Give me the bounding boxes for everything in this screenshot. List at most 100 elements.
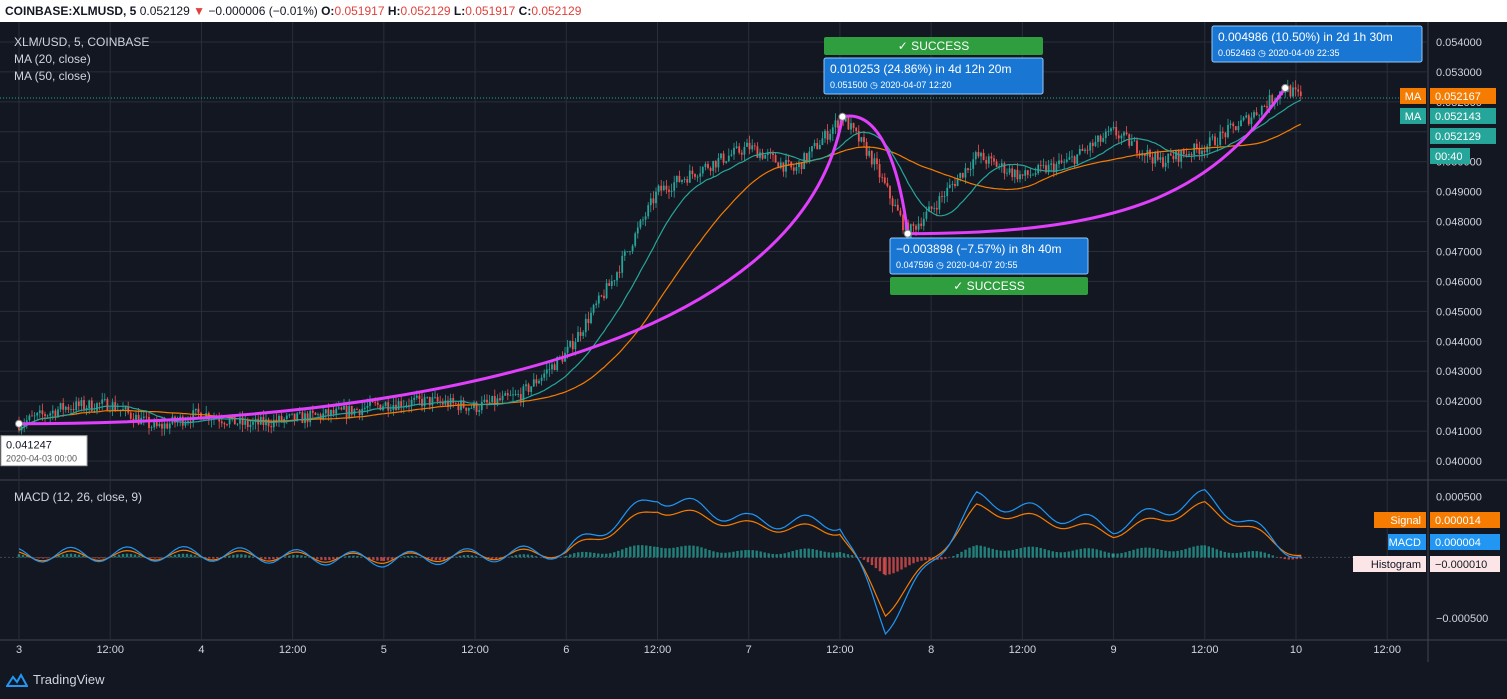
- histogram-bar: [348, 555, 351, 558]
- candle-body: [670, 190, 673, 192]
- histogram-bar: [791, 551, 794, 558]
- histogram-bar: [920, 557, 923, 561]
- candle-body: [748, 142, 751, 150]
- candle-body: [88, 400, 91, 408]
- candle-body: [865, 142, 868, 156]
- histogram-bar: [625, 547, 628, 558]
- y-tick-label: 0.046000: [1436, 276, 1482, 288]
- histogram-bar: [1112, 553, 1115, 558]
- histogram-bar: [129, 553, 133, 558]
- histogram-bar: [940, 557, 943, 560]
- candle-body: [54, 410, 57, 417]
- price-chart[interactable]: 0.0540000.0530000.0520000.0510000.050000…: [0, 22, 1507, 662]
- candle-body: [67, 406, 70, 410]
- histogram-bar: [376, 557, 379, 561]
- candle-body: [881, 177, 884, 179]
- candle-body: [457, 403, 460, 411]
- histogram-bar: [1227, 552, 1230, 558]
- candle-body: [1240, 120, 1242, 127]
- candle-body: [1034, 173, 1037, 175]
- histogram-bar: [1003, 550, 1006, 558]
- macd-tag-value: 0.000014: [1435, 515, 1481, 527]
- histogram-bar: [1299, 557, 1303, 559]
- histogram-bar: [1015, 549, 1018, 558]
- histogram-bar: [284, 556, 287, 558]
- histogram-bar: [581, 551, 584, 558]
- candle-body: [795, 167, 798, 171]
- macd-tag-bg: [1430, 556, 1500, 572]
- x-tick-label: 12:00: [1191, 644, 1219, 656]
- histogram-bar: [328, 557, 331, 561]
- success-badge-2: ✓ SUCCESS: [890, 277, 1088, 295]
- histogram-bar: [133, 554, 137, 558]
- histogram-bar: [1211, 547, 1214, 558]
- histogram-bar: [25, 555, 29, 558]
- histogram-bar: [621, 549, 624, 558]
- histogram-bar: [850, 555, 854, 558]
- candle-body: [150, 427, 153, 429]
- histogram-bar: [300, 555, 303, 558]
- histogram-bar: [585, 551, 588, 558]
- candle-body: [1013, 169, 1016, 178]
- y-tick-label: 0.049000: [1436, 187, 1482, 199]
- candle-body: [90, 400, 93, 412]
- candle-body: [1258, 114, 1261, 116]
- candle-body: [1221, 131, 1224, 133]
- candle-body: [1078, 148, 1081, 155]
- candle-body: [636, 227, 639, 234]
- candle-body: [228, 418, 231, 425]
- histogram-bar: [1148, 547, 1151, 558]
- candle-body: [415, 395, 418, 398]
- candle-body: [509, 395, 512, 397]
- candle-body: [985, 160, 988, 164]
- tradingview-logo[interactable]: TradingView: [6, 672, 105, 687]
- histogram-bar: [430, 557, 434, 560]
- histogram-bar: [292, 555, 295, 558]
- candle-body: [467, 408, 470, 411]
- histogram-bar: [747, 550, 750, 558]
- candle-body: [480, 401, 483, 411]
- histogram-bar: [181, 553, 185, 558]
- histogram-bar: [724, 552, 727, 558]
- histogram-bar: [268, 557, 271, 560]
- histogram-bar: [1207, 546, 1210, 558]
- histogram-bar: [518, 554, 522, 558]
- histogram-bar: [228, 555, 231, 558]
- histogram-bar: [896, 557, 899, 572]
- candle-body: [943, 196, 946, 197]
- candle-body: [743, 146, 746, 155]
- candle-body: [324, 409, 327, 414]
- candle-body: [1076, 154, 1079, 164]
- candle-body: [1115, 126, 1118, 136]
- candle-body: [1000, 163, 1003, 167]
- candle-body: [1234, 126, 1237, 131]
- candle-body: [194, 408, 197, 411]
- histogram-bar: [304, 556, 307, 558]
- histogram-bar: [386, 557, 390, 561]
- histogram-bar: [490, 557, 494, 560]
- footer: [0, 662, 1507, 699]
- histogram-bar: [645, 545, 648, 558]
- histogram-bar: [862, 557, 866, 560]
- candle-body: [735, 146, 738, 148]
- candle-body: [405, 405, 408, 407]
- candle-body: [626, 251, 629, 253]
- candle-body: [1094, 141, 1097, 147]
- candle-body: [1128, 134, 1131, 146]
- candle-body: [1164, 162, 1167, 167]
- histogram-bar: [153, 557, 157, 559]
- candle-body: [1050, 163, 1053, 165]
- candle-body: [236, 423, 239, 425]
- candle-body: [543, 373, 546, 378]
- candle-body: [298, 412, 301, 414]
- candle-body: [1250, 117, 1253, 125]
- candle-body: [413, 397, 416, 400]
- candle-body: [1289, 85, 1292, 97]
- histogram-bar: [193, 555, 197, 558]
- success-badge-2-bg: [890, 277, 1088, 295]
- candle-body: [535, 379, 538, 384]
- candle-body: [1190, 154, 1193, 156]
- histogram-bar: [972, 546, 975, 558]
- histogram-bar: [1099, 550, 1102, 558]
- candle-body: [1224, 132, 1227, 138]
